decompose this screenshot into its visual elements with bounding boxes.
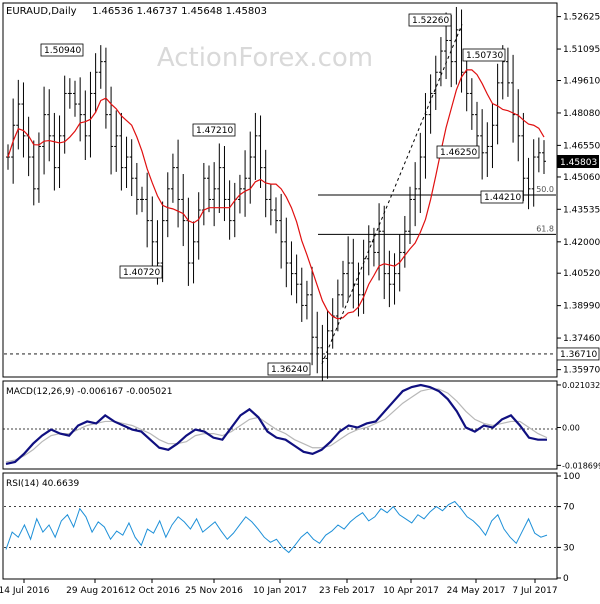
price-annotation-box: [192, 123, 236, 137]
x-tick-label: 10 Apr 2017: [383, 586, 439, 596]
price-annotation-label: 1.50940: [44, 46, 81, 56]
price-annotation-label: 1.46250: [440, 148, 477, 158]
price-tick-label: 1.51095: [563, 45, 600, 55]
macd-tick-label: -0.018699: [562, 461, 600, 470]
price-annotation-label: 1.36240: [271, 365, 308, 375]
support-level-label: 1.36710: [560, 350, 597, 360]
rsi-tick-label: 0: [563, 574, 569, 584]
price-annotation-label: 1.44210: [484, 193, 521, 203]
price-annotation-box: [119, 265, 163, 279]
price-annotation-label: 1.50730: [466, 51, 503, 61]
price-tick-label: 1.35970: [563, 366, 600, 376]
fib-level-label: 61.8: [536, 224, 554, 233]
x-tick-label: 12 Oct 2016: [124, 586, 180, 596]
support-level-box: [556, 347, 600, 361]
price-annotation-box: [40, 43, 84, 57]
x-tick-label: 7 Jul 2017: [512, 586, 557, 596]
price-annotation-box: [462, 48, 506, 62]
rsi-tick-label: 100: [563, 472, 580, 482]
price-annotation-box: [408, 13, 452, 27]
macd-title: MACD(12,26,9) -0.006167 -0.005021: [6, 387, 172, 397]
price-annotation-box: [436, 145, 480, 159]
price-tick-label: 1.37460: [563, 334, 600, 344]
rsi-tick-label: 70: [563, 503, 575, 513]
price-bars: [6, 6, 546, 382]
macd-tick-label: 0.021032: [562, 381, 600, 390]
last-price-box: [557, 155, 599, 168]
rsi-line: [5, 500, 548, 554]
symbol-label: EURAUD,Daily: [6, 6, 77, 17]
x-tick-label: 24 May 2017: [447, 586, 506, 596]
macd-tick-label: 0.00: [562, 424, 580, 433]
macd-line: [5, 383, 547, 466]
moving-average-line: [7, 69, 545, 320]
price-tick-label: 1.40520: [563, 269, 600, 279]
price-tick-label: 1.45060: [563, 173, 600, 183]
price-annotation-box: [267, 362, 311, 376]
rsi-tick-label: 30: [563, 543, 575, 553]
watermark: ActionForex.com: [157, 43, 373, 73]
price-annotation-box: [480, 190, 524, 204]
rsi-guide-lines: [4, 506, 556, 548]
ohlc-readout: 1.46536 1.46737 1.45648 1.45803: [92, 6, 267, 17]
price-annotation-label: 1.40720: [123, 268, 160, 278]
price-levels: 1.36710 50.0 61.8: [4, 185, 600, 361]
price-annotations: 1.50940 1.47210 1.40720 1.36240 1.52260 1.507…: [40, 13, 524, 376]
x-tick-label: 23 Feb 2017: [319, 586, 375, 596]
price-tick-label: 1.43535: [563, 205, 600, 215]
x-tick-label: 10 Jan 2017: [253, 586, 307, 596]
price-tick-label: 1.46550: [563, 141, 600, 151]
price-y-axis: 1.52625 1.51095 1.49610 1.48080 1.46550 1.450…: [557, 13, 600, 376]
x-tick-label: 14 Jul 2016: [0, 586, 50, 596]
fib-level-label: 50.0: [536, 185, 554, 194]
price-panel-frame: [2, 2, 558, 378]
price-tick-label: 1.49610: [563, 77, 600, 87]
trend-line: [321, 24, 463, 365]
price-tick-label: 1.52625: [563, 13, 600, 23]
price-annotation-label: 1.52260: [412, 16, 449, 26]
price-annotation-label: 1.47210: [196, 126, 233, 136]
price-tick-label: 1.48080: [563, 109, 600, 119]
last-price-label: 1.45803: [560, 158, 597, 168]
price-tick-label: 1.38990: [563, 302, 600, 312]
rsi-title: RSI(14) 40.6639: [6, 479, 79, 489]
x-tick-label: 29 Aug 2016: [66, 586, 124, 596]
x-axis: 14 Jul 2016 29 Aug 2016 12 Oct 2016 25 Nov …: [0, 579, 558, 596]
macd-y-axis: 0.021032 0.00 -0.018699: [557, 381, 600, 470]
price-tick-label: 1.42000: [563, 238, 600, 248]
macd-panel-frame: [2, 380, 558, 470]
rsi-y-axis: 100 70 30 0: [557, 472, 580, 584]
x-tick-label: 25 Nov 2016: [185, 586, 243, 596]
